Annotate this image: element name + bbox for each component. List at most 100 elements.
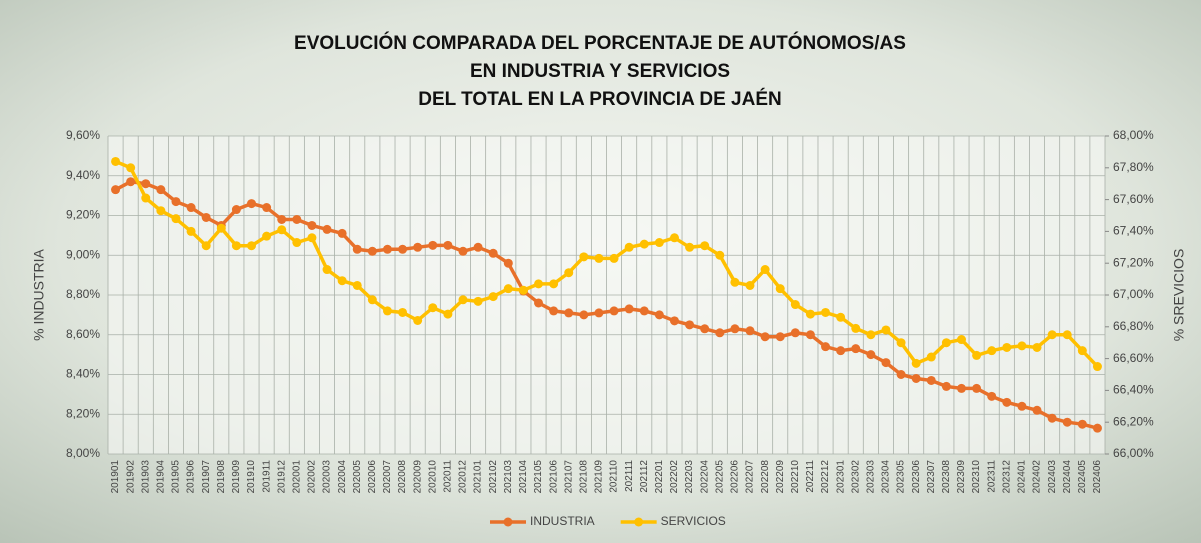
data-point [851,344,861,354]
data-point [549,306,559,316]
y-tick-label: 8,20% [66,406,100,420]
x-tick-label: 202011 [443,460,454,493]
x-tick-label: 202110 [609,460,620,493]
y-tick-label: 8,60% [66,327,100,341]
data-point [896,370,906,379]
data-point [201,212,211,222]
y2-tick-label: 66,60% [1113,351,1154,365]
data-point [775,332,785,342]
data-point [987,391,997,401]
data-point [1002,342,1012,352]
x-tick-label: 201902 [125,460,136,494]
x-tick-label: 202106 [548,460,559,494]
x-tick-label: 202108 [578,460,589,494]
data-point [685,242,695,252]
data-point [171,197,181,207]
data-point [866,350,876,360]
x-tick-label: 202210 [790,460,801,494]
y2-tick-label: 66,00% [1113,446,1154,460]
data-point [911,373,921,383]
y-tick-label: 9,00% [66,247,100,261]
data-point [941,338,951,348]
y2-tick-label: 67,60% [1113,192,1154,206]
data-point [141,179,151,189]
data-point [337,228,347,238]
x-tick-label: 202204 [699,460,710,494]
data-point [171,214,181,224]
y-axis-title: % INDUSTRIA [31,248,47,340]
data-point [322,265,332,275]
x-tick-label: 202205 [714,460,725,494]
data-point [639,306,649,316]
data-point [428,240,438,250]
x-tick-label: 202302 [850,460,861,494]
data-point [866,330,876,340]
data-point [428,303,438,313]
legend-marker [634,517,644,527]
data-point [111,156,121,166]
x-tick-label: 202109 [594,460,605,494]
data-point [609,306,619,316]
x-tick-label: 202401 [1017,460,1028,494]
x-tick-label: 202101 [473,460,484,494]
data-point [654,238,664,248]
data-point [836,346,846,356]
data-point [594,253,604,263]
x-tick-label: 202103 [503,460,514,494]
data-point [1092,423,1102,433]
data-point [216,223,226,233]
data-point [609,253,619,263]
data-point [382,244,392,254]
y-tick-label: 9,60% [66,128,100,142]
x-tick-label: 201912 [276,460,287,494]
x-tick-label: 202404 [1062,460,1073,494]
x-tick-label: 202009 [412,460,423,494]
data-point [926,375,936,385]
data-point [443,240,453,250]
data-point [382,306,392,316]
data-point [322,224,332,234]
x-tick-label: 202406 [1092,460,1103,494]
data-point [247,241,257,251]
data-point [488,292,498,302]
x-tick-label: 202003 [322,460,333,494]
x-tick-label: 202301 [835,460,846,494]
x-tick-label: 202405 [1077,460,1088,494]
x-tick-label: 201904 [156,460,167,494]
legend-marker [503,517,513,527]
data-point [247,199,257,209]
data-point [972,350,982,360]
y-tick-label: 8,40% [66,367,100,381]
data-point [745,280,755,290]
x-tick-label: 202312 [1001,460,1012,494]
x-tick-label: 202304 [881,460,892,494]
data-point [972,383,982,393]
data-point [534,298,544,308]
x-tick-label: 202006 [367,460,378,494]
x-tick-label: 202311 [986,460,997,493]
data-point [458,246,468,256]
x-tick-label: 202012 [458,460,469,494]
x-tick-label: 201907 [201,460,212,494]
data-point [398,244,408,254]
data-point [413,242,423,252]
data-point [881,358,891,368]
x-tick-label: 201901 [110,460,121,494]
data-point [624,304,634,314]
data-point [790,328,800,338]
y2-tick-label: 68,00% [1113,128,1154,142]
data-point [821,342,831,352]
data-point [262,231,272,241]
legend-label: SERVICIOS [661,514,726,528]
x-tick-label: 202001 [291,460,302,494]
data-point [443,309,453,319]
x-tick-label: 202305 [896,460,907,494]
y-tick-label: 8,80% [66,287,100,301]
data-point [141,193,151,203]
chart-title: DEL TOTAL EN LA PROVINCIA DE JAÉN [418,88,782,110]
data-point [1062,417,1072,427]
data-point [1032,342,1042,352]
data-point [669,233,679,243]
data-point [745,326,755,336]
